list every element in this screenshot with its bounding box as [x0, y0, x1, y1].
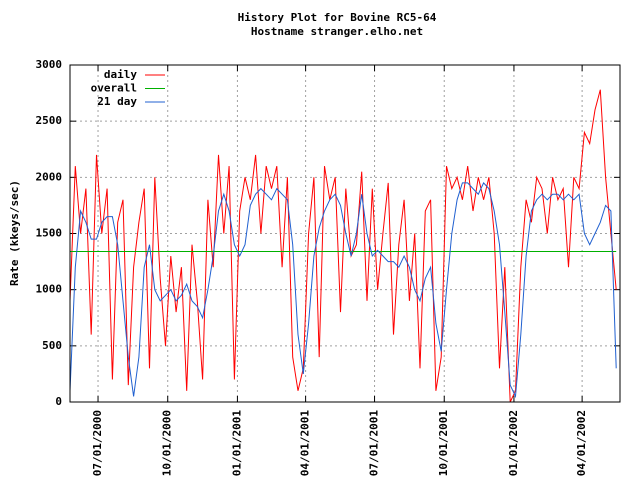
y-tick-label: 1000	[36, 283, 63, 296]
y-tick-label: 3000	[36, 58, 63, 71]
chart-subtitle: Hostname stranger.elho.net	[251, 25, 423, 38]
y-axis-label: Rate (kkeys/sec)	[8, 180, 21, 286]
x-tick-label: 01/01/2002	[507, 410, 520, 476]
x-tick-label: 10/01/2001	[437, 410, 450, 477]
plot-border	[69, 64, 621, 403]
x-tick-label: 01/01/2001	[230, 410, 243, 477]
series-line	[69, 182, 617, 399]
x-tick-label: 10/01/2000	[161, 410, 174, 476]
x-tick-label: 04/01/2002	[575, 410, 588, 476]
series-line	[69, 89, 617, 403]
x-tick-label: 07/01/2001	[368, 410, 381, 477]
y-tick-label: 2000	[36, 170, 63, 183]
legend-label: overall	[91, 82, 137, 95]
y-tick-label: 500	[42, 339, 62, 352]
x-tick-label: 07/01/2000	[91, 410, 104, 476]
legend-label: daily	[104, 68, 137, 81]
y-tick-label: 0	[55, 395, 62, 408]
y-tick-label: 2500	[36, 114, 63, 127]
y-tick-label: 1500	[36, 227, 63, 240]
chart-title: History Plot for Bovine RC5-64	[238, 11, 437, 24]
x-tick-label: 04/01/2001	[299, 410, 312, 477]
legend-label: 21 day	[97, 95, 137, 108]
